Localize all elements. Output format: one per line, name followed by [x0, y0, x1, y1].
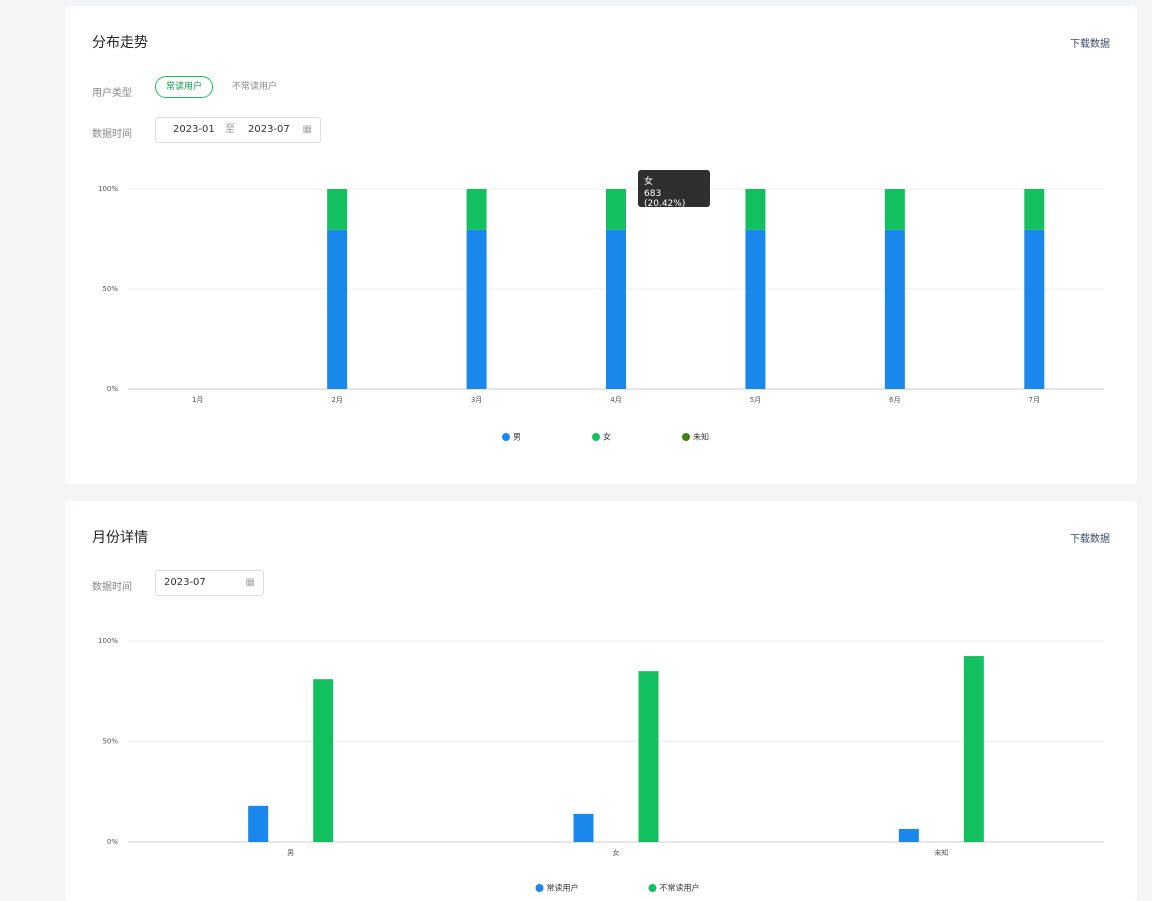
card-title: 月份详情 — [92, 530, 148, 546]
tooltip: 女 683 (20.42%) — [638, 170, 710, 209]
bar — [963, 656, 984, 842]
x-tick-label: 未知 — [934, 848, 948, 857]
bar — [884, 229, 905, 389]
field-label: 数据时间 — [92, 582, 132, 593]
bar — [1024, 189, 1045, 230]
bar — [248, 805, 269, 842]
tooltip-text: 683 (20.42%) — [644, 189, 686, 209]
legend-label: 常读用户 — [547, 883, 579, 893]
bar — [313, 679, 334, 842]
bar — [745, 229, 766, 389]
y-tick-label: 100% — [98, 185, 118, 193]
legend-swatch — [682, 433, 690, 441]
card-title: 分布走势 — [92, 35, 148, 51]
bar — [898, 828, 919, 842]
toggle-button[interactable]: 常读用户 — [155, 76, 214, 98]
date-range[interactable]: 2023-01 至 2023-07 ▦ — [155, 117, 321, 143]
date-end: 2023-07 — [248, 124, 290, 135]
card: 月份详情 下载数据 数据时间 2023-07 ▦ 0% 50% 100% 男 女 未知常读… — [65, 501, 1137, 901]
legend-label: 女 — [603, 432, 611, 442]
date-start: 2023-01 — [173, 124, 215, 135]
y-tick-label: 50% — [102, 285, 118, 293]
x-tick-label: 7月 — [1029, 396, 1040, 404]
field-label: 用户类型 — [92, 88, 132, 99]
x-tick-label: 3月 — [471, 396, 482, 404]
bar — [606, 229, 626, 389]
toggle-button[interactable]: 不常读用户 — [232, 82, 278, 92]
card: 分布走势 下载数据 用户类型 常读用户 不常读用户 数据时间 2023-01 至… — [65, 6, 1137, 484]
bar — [1024, 229, 1045, 389]
legend-swatch — [502, 433, 510, 441]
legend-label: 未知 — [693, 432, 709, 442]
legend-swatch — [592, 433, 600, 441]
download-link[interactable]: 下载数据 — [1070, 39, 1110, 50]
x-tick-label: 男 — [287, 849, 294, 857]
x-tick-label: 5月 — [750, 396, 761, 404]
calendar-icon: ▦ — [245, 577, 255, 588]
bar — [466, 229, 487, 389]
chart: 0% 50% 100% 1月 2月 3月 4月 5月 6月 7月男 女 未知 — [98, 185, 1104, 442]
calendar-icon: ▦ — [302, 124, 312, 135]
bar — [573, 813, 594, 842]
bar — [606, 189, 626, 230]
bar — [638, 671, 659, 842]
bar — [466, 189, 487, 230]
legend-label: 男 — [513, 433, 521, 442]
field-label: 数据时间 — [92, 129, 132, 140]
x-tick-label: 女 — [613, 848, 620, 857]
date: 2023-07 — [164, 577, 206, 588]
bar — [884, 189, 905, 230]
legend-label: 不常读用户 — [660, 883, 700, 893]
x-tick-label: 2月 — [331, 396, 342, 404]
x-tick-label: 4月 — [610, 396, 621, 404]
download-link[interactable]: 下载数据 — [1070, 534, 1110, 545]
bar — [327, 189, 348, 230]
y-tick-label: 0% — [107, 385, 118, 393]
bar — [327, 229, 348, 389]
x-tick-label: 1月 — [192, 396, 203, 404]
y-tick-label: 0% — [107, 838, 118, 846]
tooltip-title: 女 — [644, 177, 654, 187]
bar — [745, 189, 766, 230]
date-picker[interactable]: 2023-07 ▦ — [155, 570, 264, 596]
y-tick-label: 100% — [98, 637, 118, 645]
legend-swatch — [648, 884, 657, 892]
y-tick-label: 50% — [102, 738, 118, 746]
legend-swatch — [535, 884, 544, 892]
date-sep: 至 — [225, 124, 235, 135]
x-tick-label: 6月 — [889, 396, 900, 404]
